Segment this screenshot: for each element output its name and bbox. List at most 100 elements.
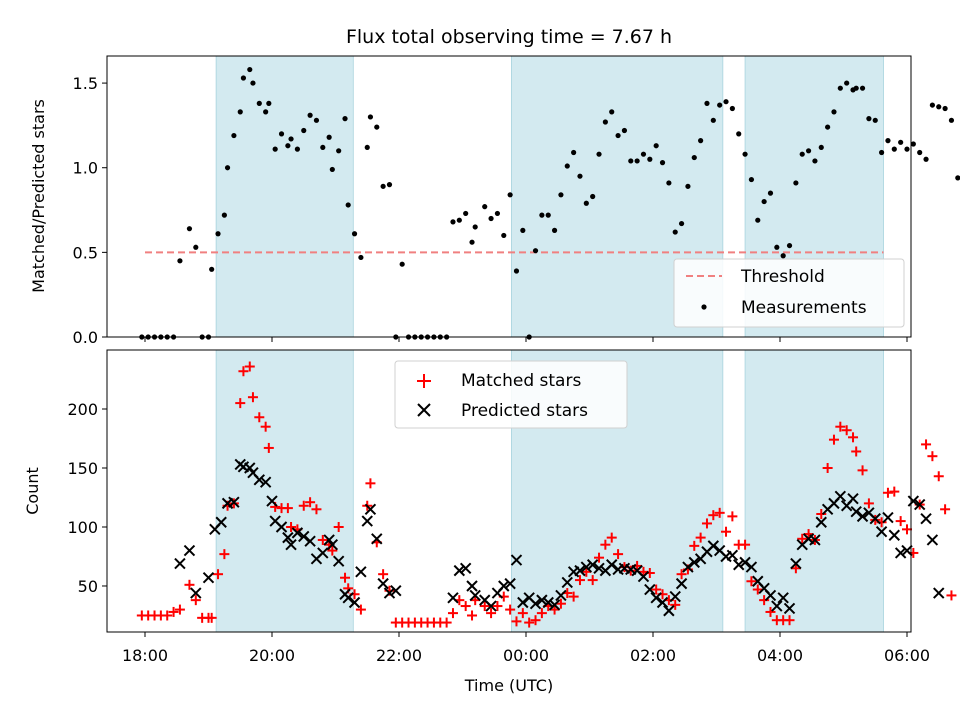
predicted-star-stroke-b	[561, 576, 573, 589]
predicted-star-point	[894, 547, 907, 559]
predicted-star-point	[707, 540, 720, 552]
top-panel-frame	[106, 55, 912, 338]
predicted-star-point	[913, 498, 926, 511]
predicted-star-point	[764, 589, 777, 602]
matched-star-point	[727, 511, 738, 522]
measurement-point	[596, 151, 602, 157]
predicted-star-stroke-b	[764, 589, 777, 602]
predicted-star-point	[739, 556, 751, 569]
predicted-star-point	[190, 587, 202, 599]
matched-star-point	[524, 617, 535, 628]
measurement-point	[698, 138, 704, 144]
predicted-star-stroke-b	[682, 561, 694, 573]
measurement-point	[736, 131, 742, 137]
predicted-star-stroke-b	[323, 534, 335, 546]
measurement-point	[367, 114, 374, 120]
measurement-point	[872, 117, 878, 123]
predicted-star-point	[726, 549, 739, 562]
predicted-star-stroke-b	[479, 594, 491, 606]
predicted-star-stroke-b	[713, 544, 726, 557]
predicted-star-point	[228, 496, 240, 508]
matched-star-point	[752, 584, 763, 595]
matched-star-point	[797, 533, 808, 544]
predicted-star-stroke-b	[453, 564, 466, 577]
measurement-point	[818, 144, 824, 151]
measurement-point	[263, 109, 269, 115]
matched-star-point	[695, 532, 706, 543]
measurement-point	[288, 136, 294, 142]
predicted-star-stroke-b	[536, 594, 548, 606]
predicted-star-point	[669, 590, 681, 603]
x-tick-label: 22:00	[376, 646, 422, 665]
predicted-star-point	[174, 557, 186, 570]
predicted-star-stroke-b	[802, 533, 815, 545]
predicted-star-point	[266, 495, 278, 507]
matched-star-point	[594, 552, 605, 563]
predicted-star-point	[326, 538, 339, 551]
matched-star-point	[841, 425, 852, 436]
matched-star-point	[467, 610, 478, 621]
measurement-point	[358, 254, 364, 261]
predicted-star-point	[875, 525, 888, 538]
matched-star-point	[492, 601, 503, 612]
predicted-star-stroke-b	[485, 600, 497, 612]
predicted-star-stroke-b	[707, 540, 720, 552]
predicted-star-stroke-b	[574, 564, 586, 577]
measurement-point	[472, 224, 478, 230]
predicted-star-stroke-b	[390, 584, 402, 597]
measurement-point	[936, 104, 942, 110]
predicted-legend-label: Predicted stars	[461, 401, 588, 421]
matched-star-point	[895, 516, 906, 527]
predicted-star-point	[285, 538, 297, 551]
matched-star-point	[746, 576, 757, 587]
matched-star-point	[606, 532, 617, 543]
measurement-point	[837, 85, 843, 91]
measurement-point	[602, 119, 608, 125]
measurement-point	[488, 215, 494, 222]
predicted-star-point	[882, 511, 894, 524]
measurement-point	[691, 154, 697, 161]
y-tick-label: 100	[67, 518, 98, 537]
measurement-point	[898, 139, 904, 145]
predicted-star-point	[275, 521, 288, 533]
predicted-star-stroke-b	[529, 597, 542, 610]
bottom-xlabel: Time (UTC)	[464, 676, 553, 695]
predicted-star-stroke-b	[247, 467, 259, 479]
measurement-point	[634, 158, 640, 164]
x-tick-label: 06:00	[884, 646, 930, 665]
measurement-point	[621, 127, 628, 134]
measurements-legend-label: Measurements	[741, 298, 867, 318]
measurement-point	[231, 132, 237, 139]
predicted-star-point	[291, 527, 304, 539]
predicted-star-point	[536, 594, 548, 606]
predicted-star-point	[688, 556, 700, 569]
matched-star-point	[247, 392, 258, 403]
predicted-star-stroke-b	[237, 461, 250, 473]
predicted-star-stroke-b	[266, 495, 278, 507]
measurement-point	[551, 227, 558, 233]
measurement-point	[923, 156, 929, 162]
predicted-star-stroke-b	[875, 525, 888, 538]
measurement-point	[812, 158, 818, 164]
predicted-star-point	[777, 592, 789, 604]
predicted-star-stroke-b	[650, 592, 662, 604]
measurement-point	[786, 242, 793, 249]
predicted-star-point	[933, 587, 945, 599]
predicted-star-point	[869, 513, 881, 525]
bottom-legend: Matched stars Predicted stars	[394, 360, 628, 429]
matched-star-point	[479, 601, 490, 612]
predicted-star-point	[783, 602, 796, 615]
matched-star-point	[933, 471, 944, 482]
measurement-point	[666, 180, 672, 186]
predicted-star-stroke-b	[815, 516, 827, 528]
predicted-star-stroke-b	[625, 563, 637, 576]
predicted-star-stroke-b	[253, 474, 266, 486]
matched-star-point	[263, 442, 274, 453]
x-tick-label: 00:00	[503, 646, 549, 665]
measurement-point	[583, 200, 589, 206]
threshold-legend-label: Threshold	[740, 267, 825, 287]
matched-star-point	[940, 504, 951, 515]
matched-legend-label: Matched stars	[461, 371, 581, 391]
matched-star-point	[555, 598, 566, 609]
predicted-star-stroke-b	[739, 556, 751, 569]
